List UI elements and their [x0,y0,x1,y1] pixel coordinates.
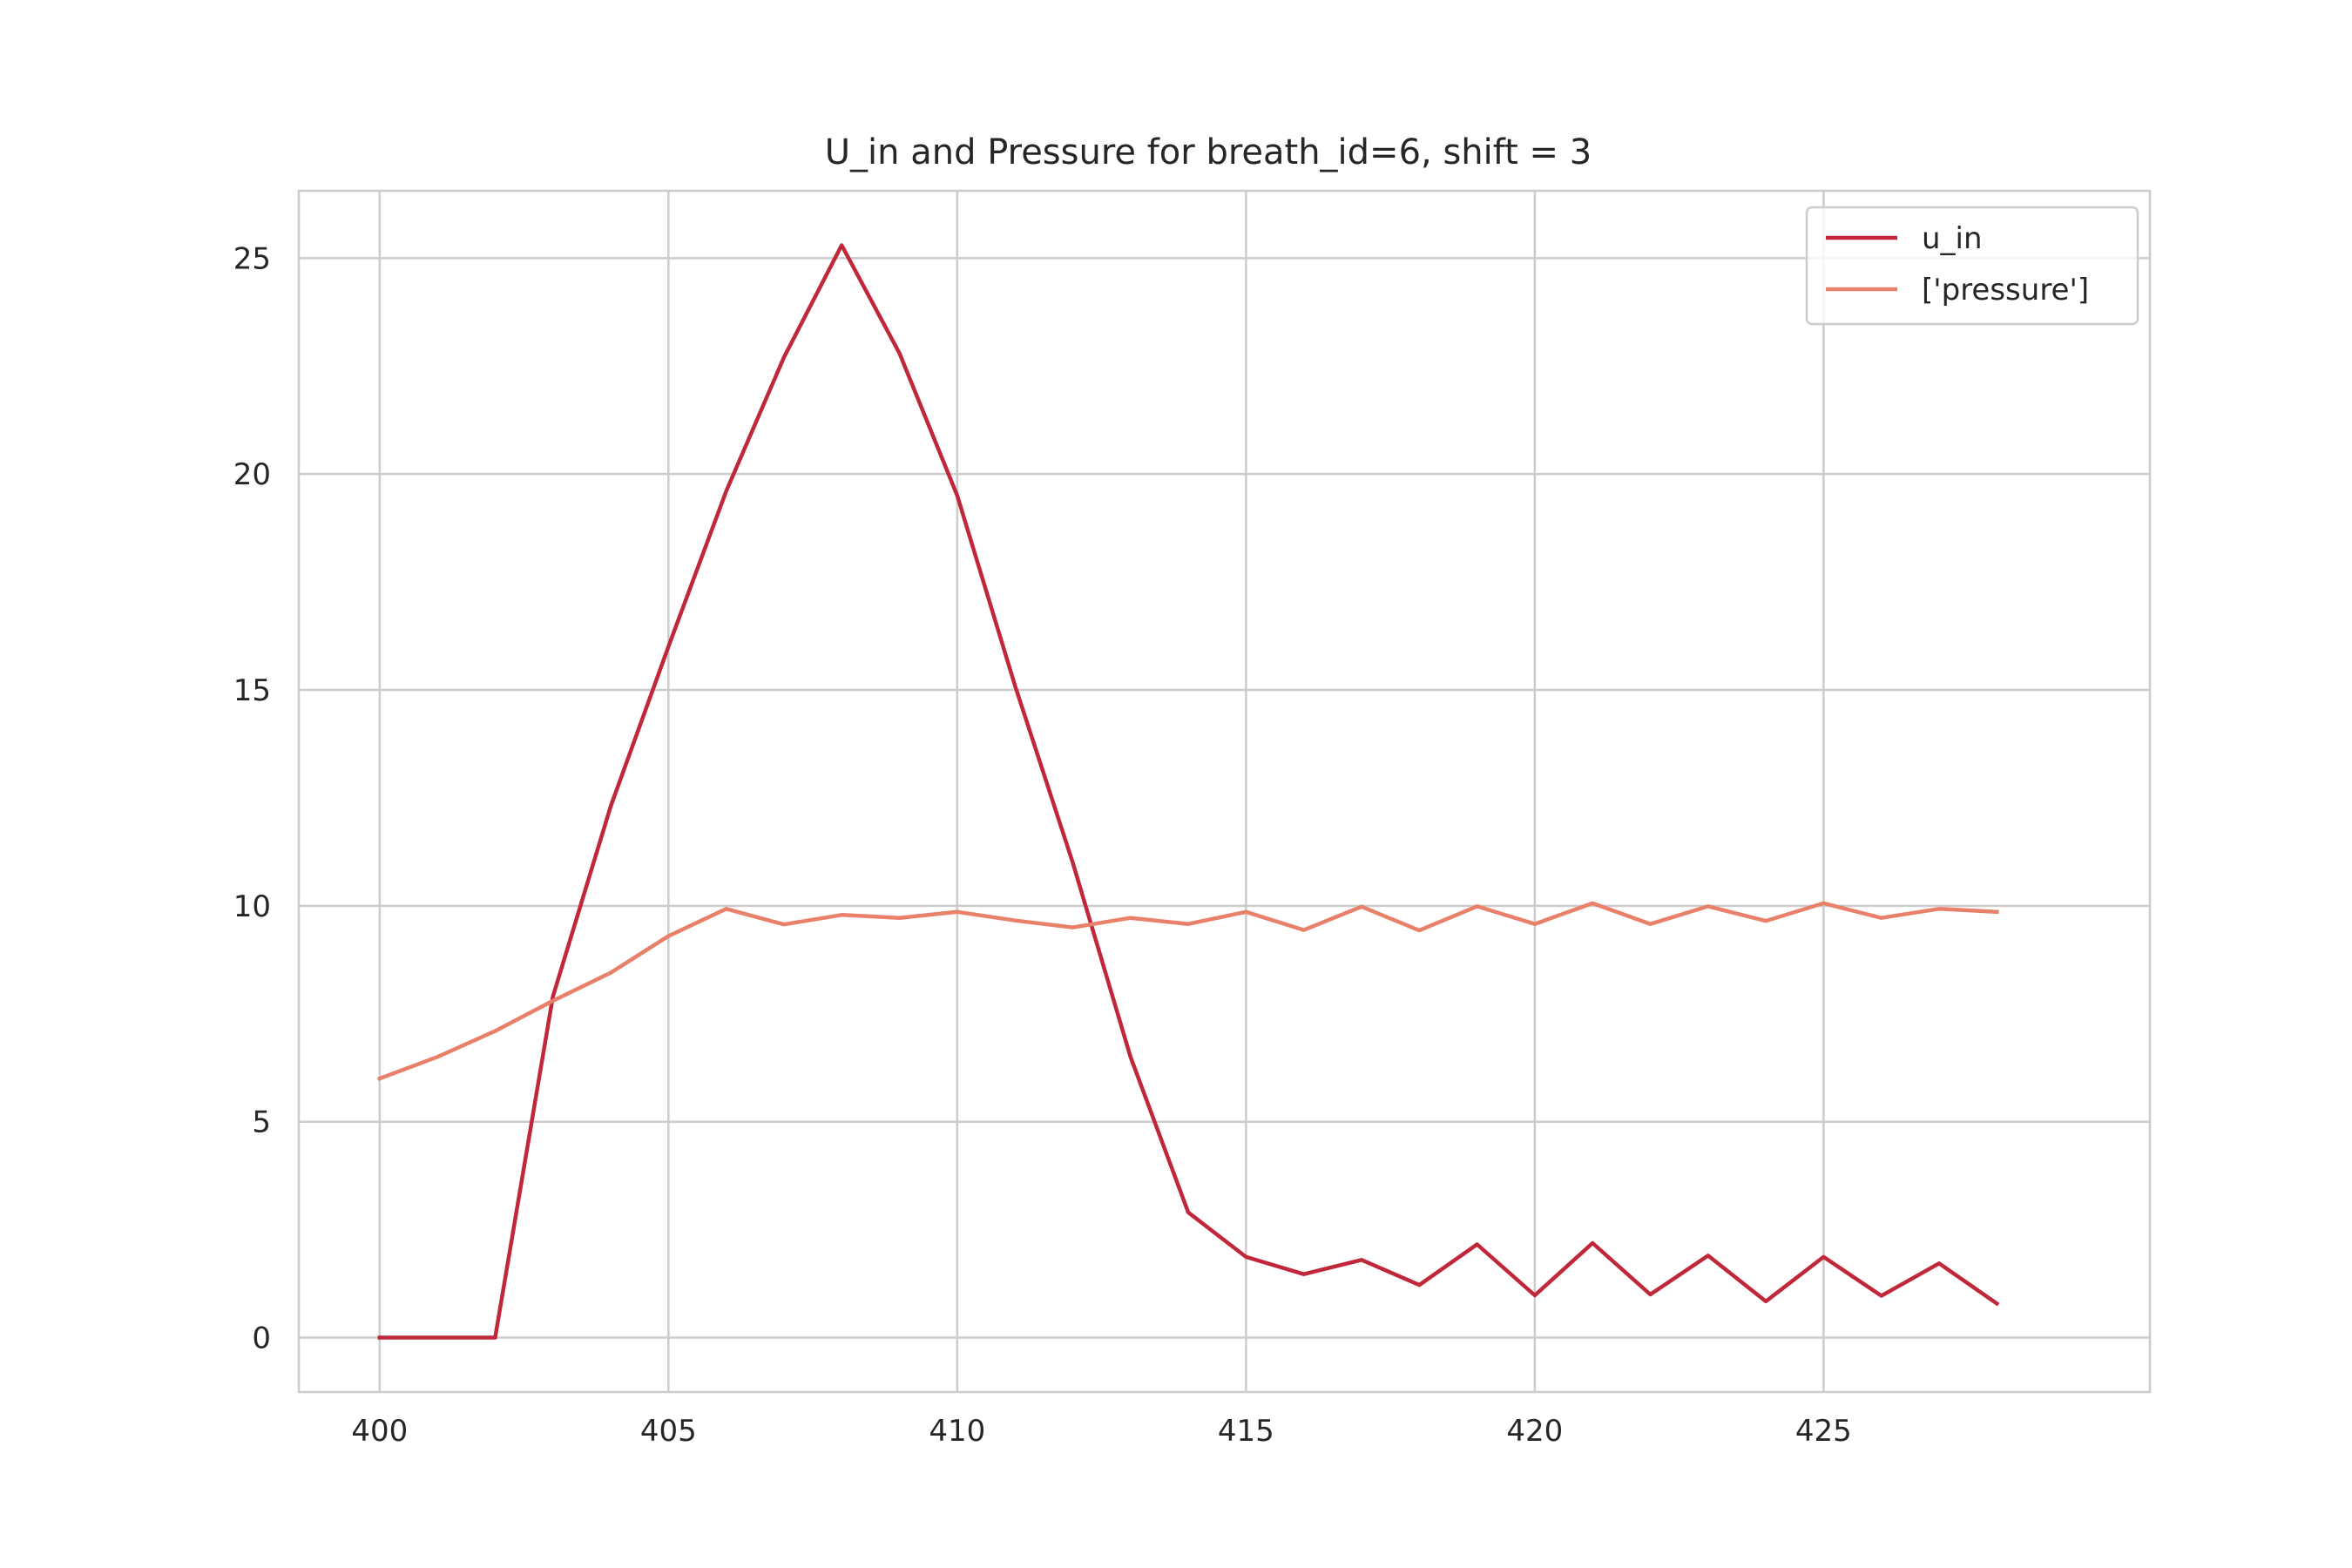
series [376,243,2000,1340]
y-tick-label: 0 [252,1321,271,1356]
x-axis-ticks: 400 405 410 415 420 425 [351,1414,1851,1449]
legend-label: ['pressure'] [1922,273,2089,308]
x-tick-label: 410 [929,1414,985,1449]
y-tick-label: 10 [233,889,271,924]
legend-label: u_in [1922,221,1983,256]
x-tick-label: 425 [1795,1414,1852,1449]
x-tick-label: 405 [640,1414,697,1449]
grid [299,191,2150,1392]
x-tick-label: 400 [351,1414,408,1449]
series-line-0 [377,243,2000,1340]
x-tick-label: 420 [1506,1414,1563,1449]
y-axis-ticks: 0 5 10 15 20 25 [233,241,271,1355]
y-tick-label: 20 [233,457,271,492]
legend: u_in ['pressure'] [1805,206,2139,326]
y-tick-label: 15 [233,673,271,708]
plot-frame [297,189,2152,1394]
y-tick-label: 25 [233,241,271,276]
y-tick-label: 5 [252,1105,271,1140]
series-line-1 [376,901,1999,1081]
chart-title: U_in and Pressure for breath_id=6, shift… [825,132,1592,172]
x-tick-label: 415 [1218,1414,1274,1449]
